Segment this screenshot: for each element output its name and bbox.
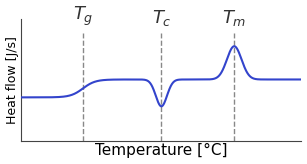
Text: $T_c$: $T_c$ [152, 8, 171, 28]
Text: $T_m$: $T_m$ [222, 8, 247, 28]
Y-axis label: Heat flow [J/s]: Heat flow [J/s] [6, 36, 18, 124]
X-axis label: Temperature [°C]: Temperature [°C] [95, 144, 227, 158]
Text: $T_g$: $T_g$ [73, 5, 93, 28]
